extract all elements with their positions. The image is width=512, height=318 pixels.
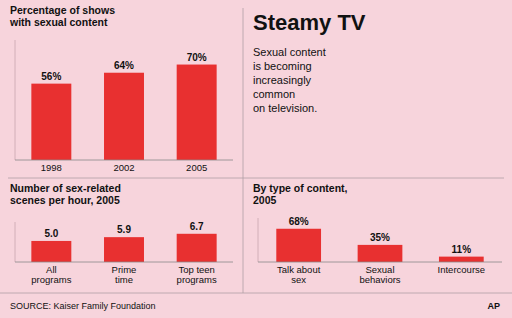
y-axis — [15, 222, 16, 262]
y-axis — [15, 40, 16, 160]
bar — [104, 73, 144, 160]
title: Steamy TV — [253, 10, 366, 35]
data-label: 11% — [452, 244, 472, 255]
tick-label: Sexualbehaviors — [359, 264, 400, 285]
data-label: 5.9 — [117, 224, 131, 235]
tick-label: Intercourse — [438, 264, 486, 275]
y-axis — [258, 218, 259, 262]
data-label: 35% — [370, 232, 390, 243]
divider — [0, 293, 512, 294]
tick-label: Primetime — [112, 264, 137, 285]
bar — [104, 237, 144, 262]
credit: AP — [487, 301, 500, 311]
tick-label: 2005 — [186, 162, 207, 173]
tick-label: Top teenprograms — [177, 264, 217, 285]
tick-label: Allprograms — [31, 264, 71, 285]
data-label: 70% — [187, 52, 207, 63]
data-label: 64% — [114, 60, 134, 71]
bar — [31, 84, 71, 160]
data-label: 5.0 — [44, 228, 58, 239]
tick-label: 2002 — [113, 162, 134, 173]
bar — [177, 234, 217, 262]
data-label: 68% — [289, 216, 309, 227]
bar — [31, 241, 71, 262]
bar — [358, 245, 403, 262]
chart: By type of content,2005 68% 35% 11% Talk abo… — [253, 182, 502, 285]
source: SOURCE: Kaiser Family Foundation — [10, 301, 156, 311]
tick-label: 1998 — [41, 162, 62, 173]
bars — [31, 65, 216, 160]
data-label: 56% — [41, 71, 61, 82]
x-axis — [15, 160, 233, 161]
bars — [31, 234, 216, 262]
divider — [8, 178, 504, 179]
x-axis — [15, 262, 233, 263]
divider — [243, 8, 244, 293]
bar — [276, 229, 321, 262]
subtitle: Sexual contentis becomingincreasinglycom… — [253, 46, 326, 114]
chart-title: Percentage of showswith sexual content — [9, 4, 115, 28]
bar — [439, 257, 484, 262]
data-label: 6.7 — [190, 221, 204, 232]
chart-title: By type of content,2005 — [253, 182, 348, 206]
chart: Number of sex-relatedscenes per hour, 20… — [10, 182, 233, 285]
background — [0, 0, 512, 318]
tick-label: Talk aboutsex — [277, 264, 321, 285]
chart: Percentage of showswith sexual content 56… — [9, 4, 233, 173]
chart-title: Number of sex-relatedscenes per hour, 20… — [10, 182, 121, 206]
x-axis — [258, 262, 502, 263]
bar — [177, 65, 217, 160]
bars — [276, 229, 483, 262]
